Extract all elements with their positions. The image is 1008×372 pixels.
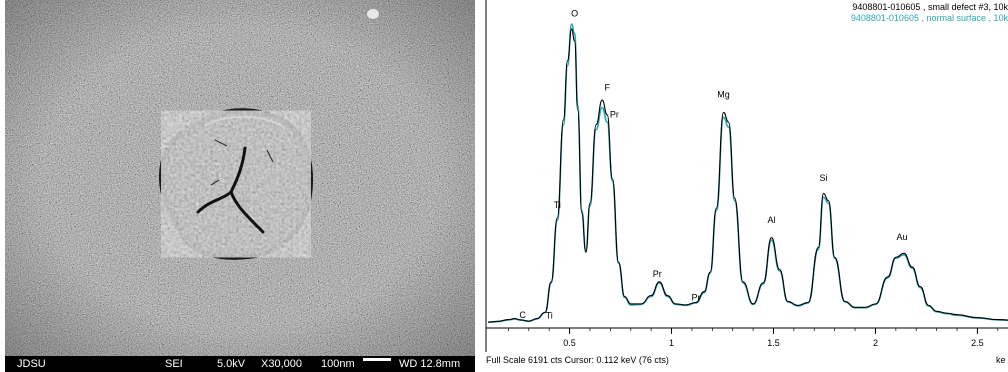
sem-info-bar: JDSU SEI 5.0kV X30,000 100nm WD 12.8mm [5,356,475,372]
eds-spectrum-chart: C Ti Ti O F Pr Pr Pr Mg Al Si Au 0.5 1 1.5 2 2.5 [485,0,1008,352]
x-tick-label: 2.5 [971,338,984,348]
eds-x-ticks: 0.5 1 1.5 2 2.5 [508,328,999,348]
legend-entry-normal-surface: 9408801-010605 , normal surface , 10k [850,13,1008,23]
peak-label-mg: Mg [717,90,730,100]
peak-label-si: Si [819,173,827,183]
peak-label-pr: Pr [692,292,701,302]
eds-axes [485,0,1008,352]
sem-label-voltage: 5.0kV [217,358,246,370]
peak-label-pr: Pr [610,109,619,119]
sem-scale-bar [363,358,391,361]
sem-micrograph [5,0,475,356]
series-line-normal-surface [487,23,1008,324]
sem-label-working-distance: WD 12.8mm [399,358,461,370]
x-tick-label: 2 [873,338,878,348]
legend-entry-defect: 9408801-010605 , small defect #3, 10k [852,2,1008,12]
eds-status-text: Full Scale 6191 cts Cursor: 0.112 keV (7… [486,355,669,365]
debris-speck [367,9,379,19]
peak-label-al: Al [767,215,775,225]
sem-label-magnification: X30,000 [261,358,302,370]
defect-particle [158,108,313,260]
peak-label-c: C [519,310,526,320]
x-tick-label: 1.5 [767,338,780,348]
sem-label-company: JDSU [17,358,46,370]
eds-series-group [487,23,1008,324]
series-line-defect [487,28,1008,323]
sem-label-scale: 100nm [321,358,355,370]
peak-label-ti: Ti [546,311,553,321]
eds-x-axis-label: ke [996,355,1006,365]
x-tick-label: 0.5 [563,338,576,348]
sem-label-mode: SEI [165,358,183,370]
peak-label-ti: Ti [554,200,561,210]
sem-image-panel: JDSU SEI 5.0kV X30,000 100nm WD 12.8mm [5,0,475,372]
peak-label-o: O [571,9,578,19]
peak-label-au: Au [896,232,907,242]
eds-spectrum-panel: C Ti Ti O F Pr Pr Pr Mg Al Si Au 0.5 1 1.5 2 2.5 940880… [484,0,1008,372]
peak-label-f: F [605,82,611,92]
x-tick-label: 1 [669,338,674,348]
peak-label-pr: Pr [653,269,662,279]
eds-peak-labels: C Ti Ti O F Pr Pr Pr Mg Al Si Au [519,9,907,321]
